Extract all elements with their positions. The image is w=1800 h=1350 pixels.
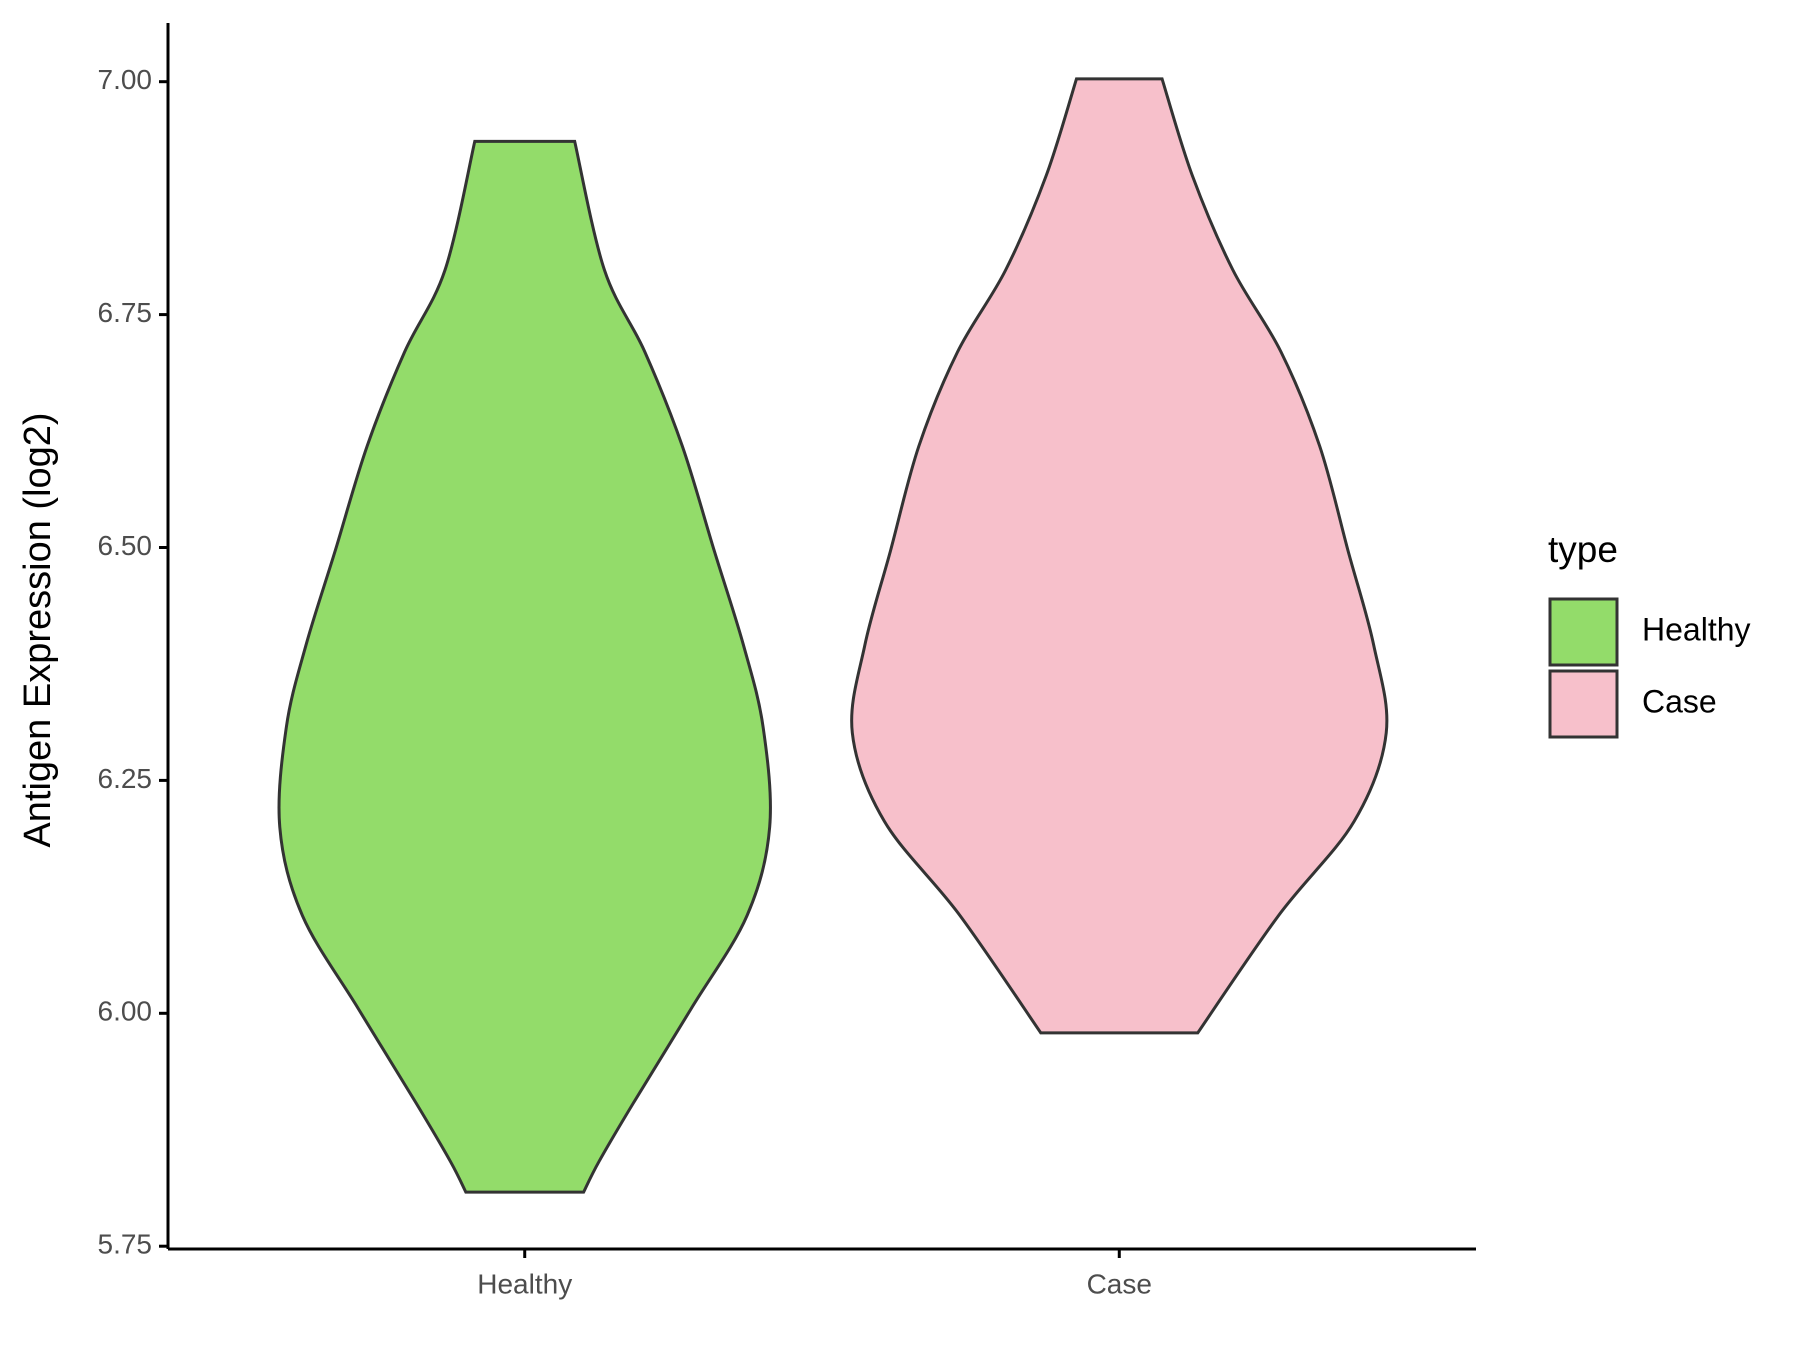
y-tick-label: 6.00: [98, 996, 153, 1027]
y-tick-label: 6.75: [98, 297, 153, 328]
x-tick-label: Case: [1087, 1268, 1152, 1299]
y-axis-title: Antigen Expression (log2): [17, 412, 59, 847]
legend-title: type: [1548, 529, 1618, 570]
violin: [850, 77, 1389, 1035]
legend-label: Healthy: [1642, 611, 1751, 647]
y-tick-label: 5.75: [98, 1229, 153, 1260]
legend-key: [1548, 597, 1619, 667]
y-tick-label: 6.25: [98, 763, 153, 794]
x-tick-label: Healthy: [477, 1268, 572, 1299]
violin: [277, 139, 772, 1194]
legend-label: Case: [1642, 683, 1717, 719]
y-tick-label: 6.50: [98, 530, 153, 561]
y-tick-label: 7.00: [98, 64, 153, 95]
legend-key: [1548, 669, 1619, 739]
